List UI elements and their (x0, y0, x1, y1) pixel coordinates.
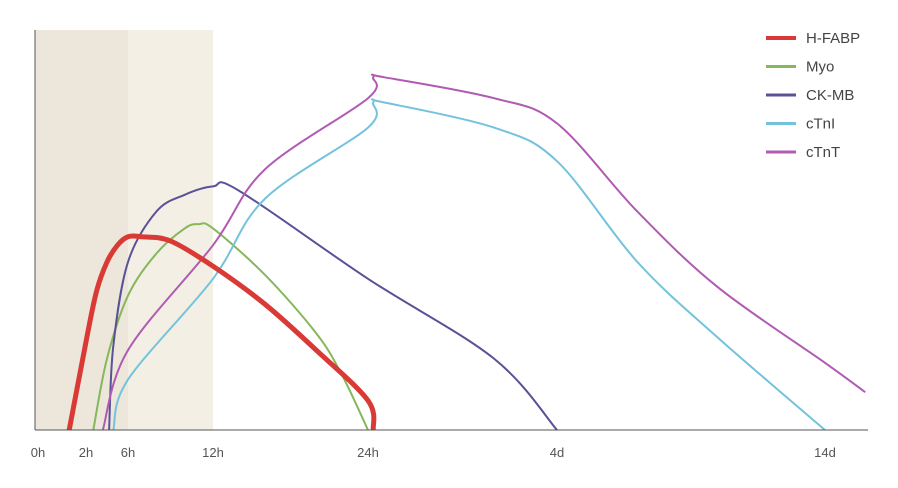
legend-label: Myo (806, 59, 834, 76)
x-tick-label: 12h (202, 445, 224, 460)
series-line-ctni (112, 98, 826, 431)
legend-item: CK-MB (766, 87, 854, 104)
series-line-ck-mb (108, 181, 558, 431)
x-tick-label: 4d (550, 445, 564, 460)
legend-label: H-FABP (806, 30, 860, 47)
series-line-h-fabp (66, 233, 377, 431)
legend-item: H-FABP (766, 30, 860, 47)
axes (34, 30, 868, 431)
x-tick-labels: 0h 2h 6h 12h 24h 4d 14d (31, 445, 836, 460)
legend: H-FABP Myo CK-MB cTnI cTnT (766, 30, 860, 161)
legend-item: cTnI (766, 116, 835, 133)
x-tick-label: 14d (814, 445, 836, 460)
legend-label: CK-MB (806, 87, 854, 104)
series-line-myo (92, 222, 369, 431)
legend-label: cTnI (806, 116, 835, 133)
series-line-ctnt (101, 73, 866, 431)
x-tick-label: 24h (357, 445, 379, 460)
x-tick-label: 6h (121, 445, 135, 460)
x-tick-label: 0h (31, 445, 45, 460)
series-lines (66, 73, 866, 431)
shaded-time-windows (35, 30, 213, 430)
shaded-region-6h-12h (128, 30, 213, 430)
x-tick-label: 2h (79, 445, 93, 460)
legend-item: cTnT (766, 144, 840, 161)
legend-label: cTnT (806, 144, 840, 161)
legend-item: Myo (766, 59, 834, 76)
